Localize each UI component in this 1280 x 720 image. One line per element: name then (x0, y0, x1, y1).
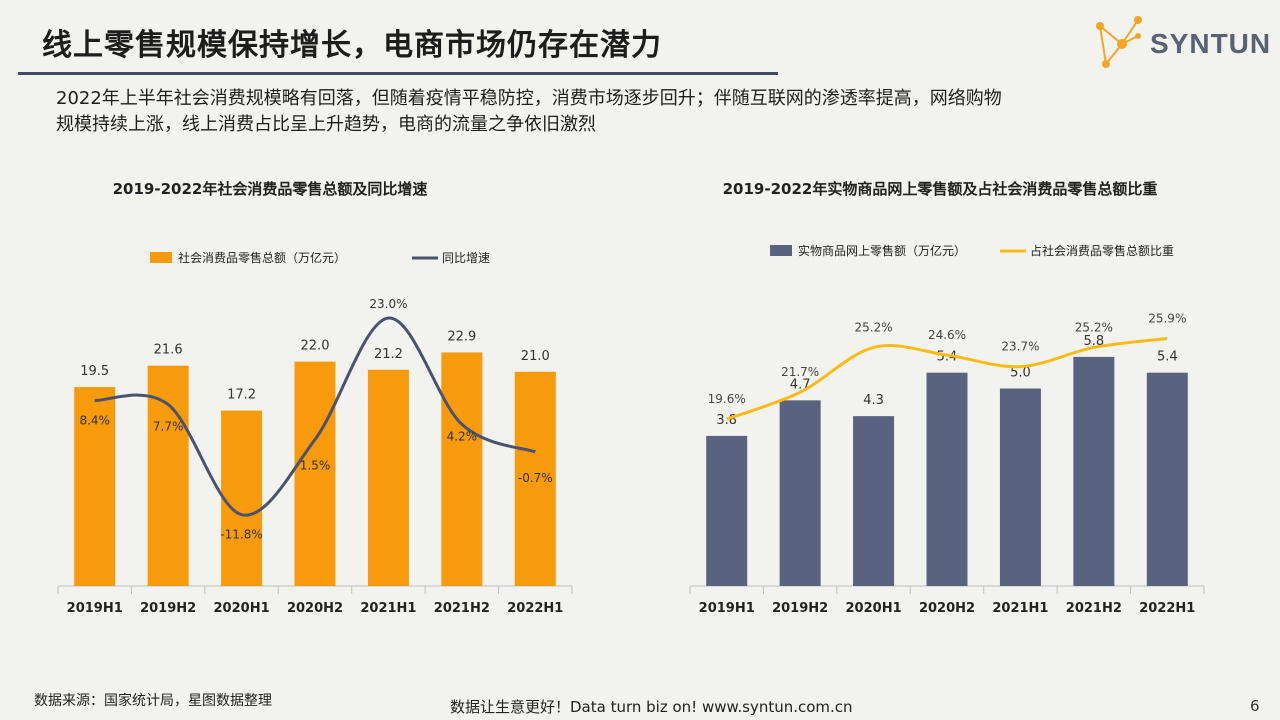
logo-text: SYNTUN (1150, 28, 1272, 59)
x-tick-label: 2022H1 (1139, 601, 1195, 616)
bar (779, 400, 821, 586)
bar-value-label: 4.3 (863, 393, 884, 408)
x-tick-label: 2020H2 (287, 601, 343, 616)
intro-line-1: 2022年上半年社会消费规模略有回落，但随着疫情平稳防控，消费市场逐步回升；伴随… (56, 88, 1002, 109)
bar (294, 361, 336, 586)
x-tick-label: 2021H1 (360, 601, 416, 616)
line-value-label: -0.7% (518, 471, 553, 485)
line-value-label: 1.5% (300, 459, 331, 473)
line-value-label: 4.2% (447, 429, 478, 443)
line-value-label: 8.4% (79, 414, 110, 428)
x-tick-label: 2019H2 (140, 601, 196, 616)
series-line (94, 316, 536, 517)
x-tick-label: 2020H1 (846, 601, 902, 616)
x-tick-label: 2019H2 (772, 601, 828, 616)
legend-bar-swatch (150, 252, 172, 263)
bar-value-label: 22.0 (301, 339, 330, 354)
line-value-label: -11.8% (220, 528, 262, 542)
bar-value-label: 21.6 (154, 343, 183, 358)
x-tick-label: 2021H1 (992, 601, 1048, 616)
bar-value-label: 19.5 (80, 364, 109, 379)
data-source-note: 数据来源：国家统计局，星图数据整理 (34, 693, 272, 709)
x-tick-label: 2021H2 (1066, 601, 1122, 616)
x-tick-label: 2022H1 (507, 601, 563, 616)
bar-value-label: 5.4 (1157, 350, 1178, 365)
bar (1146, 372, 1188, 586)
intro-line-2: 规模持续上涨，线上消费占比呈上升趋势，电商的流量之争依旧激烈 (56, 114, 596, 135)
bar (999, 388, 1041, 586)
page-title: 线上零售规模保持增长，电商市场仍存在潜力 (42, 28, 662, 63)
bar-value-label: 5.0 (1010, 366, 1031, 381)
bar (514, 371, 556, 586)
line-value-label: 25.9% (1148, 311, 1186, 325)
bar (441, 352, 483, 586)
line-value-label: 23.0% (369, 297, 407, 311)
legend-line-label: 同比增速 (442, 251, 490, 265)
bar-value-label: 21.2 (374, 347, 403, 362)
x-tick-label: 2019H1 (67, 601, 123, 616)
bar (147, 365, 189, 586)
bar (367, 369, 409, 586)
bar (926, 372, 968, 586)
bar (853, 416, 895, 586)
retail-total-chart: 社会消费品零售总额（万亿元） 同比增速 19.5 2019H1 21.6 2019H2 17… (57, 250, 573, 616)
right-chart-title: 2019-2022年实物商品网上零售额及占社会消费品零售总额比重 (722, 180, 1158, 198)
left-chart-title: 2019-2022年社会消费品零售总额及同比增速 (112, 180, 428, 198)
bar-value-label: 17.2 (227, 388, 256, 403)
legend-bar-swatch (770, 245, 792, 256)
line-value-label: 19.6% (708, 392, 746, 406)
x-tick-label: 2019H1 (699, 601, 755, 616)
syntun-logo-icon (1096, 16, 1142, 68)
legend-bar-label: 实物商品网上零售额（万亿元） (798, 243, 966, 258)
bar (706, 435, 748, 586)
x-tick-label: 2020H2 (919, 601, 975, 616)
bar-value-label: 4.7 (790, 377, 811, 392)
bar (74, 387, 116, 586)
line-value-label: 23.7% (1001, 340, 1039, 354)
line-value-label: 7.7% (153, 419, 184, 433)
bar (1073, 356, 1115, 586)
series-line (726, 336, 1168, 421)
line-value-label: 25.2% (1075, 320, 1113, 334)
online-retail-chart: 实物商品网上零售额（万亿元） 占社会消费品零售总额比重3.82019H14.720… (689, 243, 1205, 616)
line-value-label: 25.2% (855, 320, 893, 334)
x-tick-label: 2020H1 (214, 601, 270, 616)
bar-value-label: 22.9 (447, 329, 476, 344)
line-value-label: 24.6% (928, 328, 966, 342)
line-value-label: 21.7% (781, 365, 819, 379)
x-tick-label: 2021H2 (434, 601, 490, 616)
page-number: 6 (1250, 697, 1260, 715)
legend-bar-label: 社会消费品零售总额（万亿元） (178, 250, 346, 265)
legend-line-label: 占社会消费品零售总额比重 (1030, 243, 1174, 258)
title-divider (18, 72, 778, 75)
bar-value-label: 21.0 (521, 349, 550, 364)
intro-paragraph: 2022年上半年社会消费规模略有回落，但随着疫情平稳防控，消费市场逐步回升；伴随… (56, 86, 1216, 138)
bar (221, 410, 263, 586)
footer-slogan: 数据让生意更好！Data turn biz on! www.syntun.com… (450, 698, 853, 716)
